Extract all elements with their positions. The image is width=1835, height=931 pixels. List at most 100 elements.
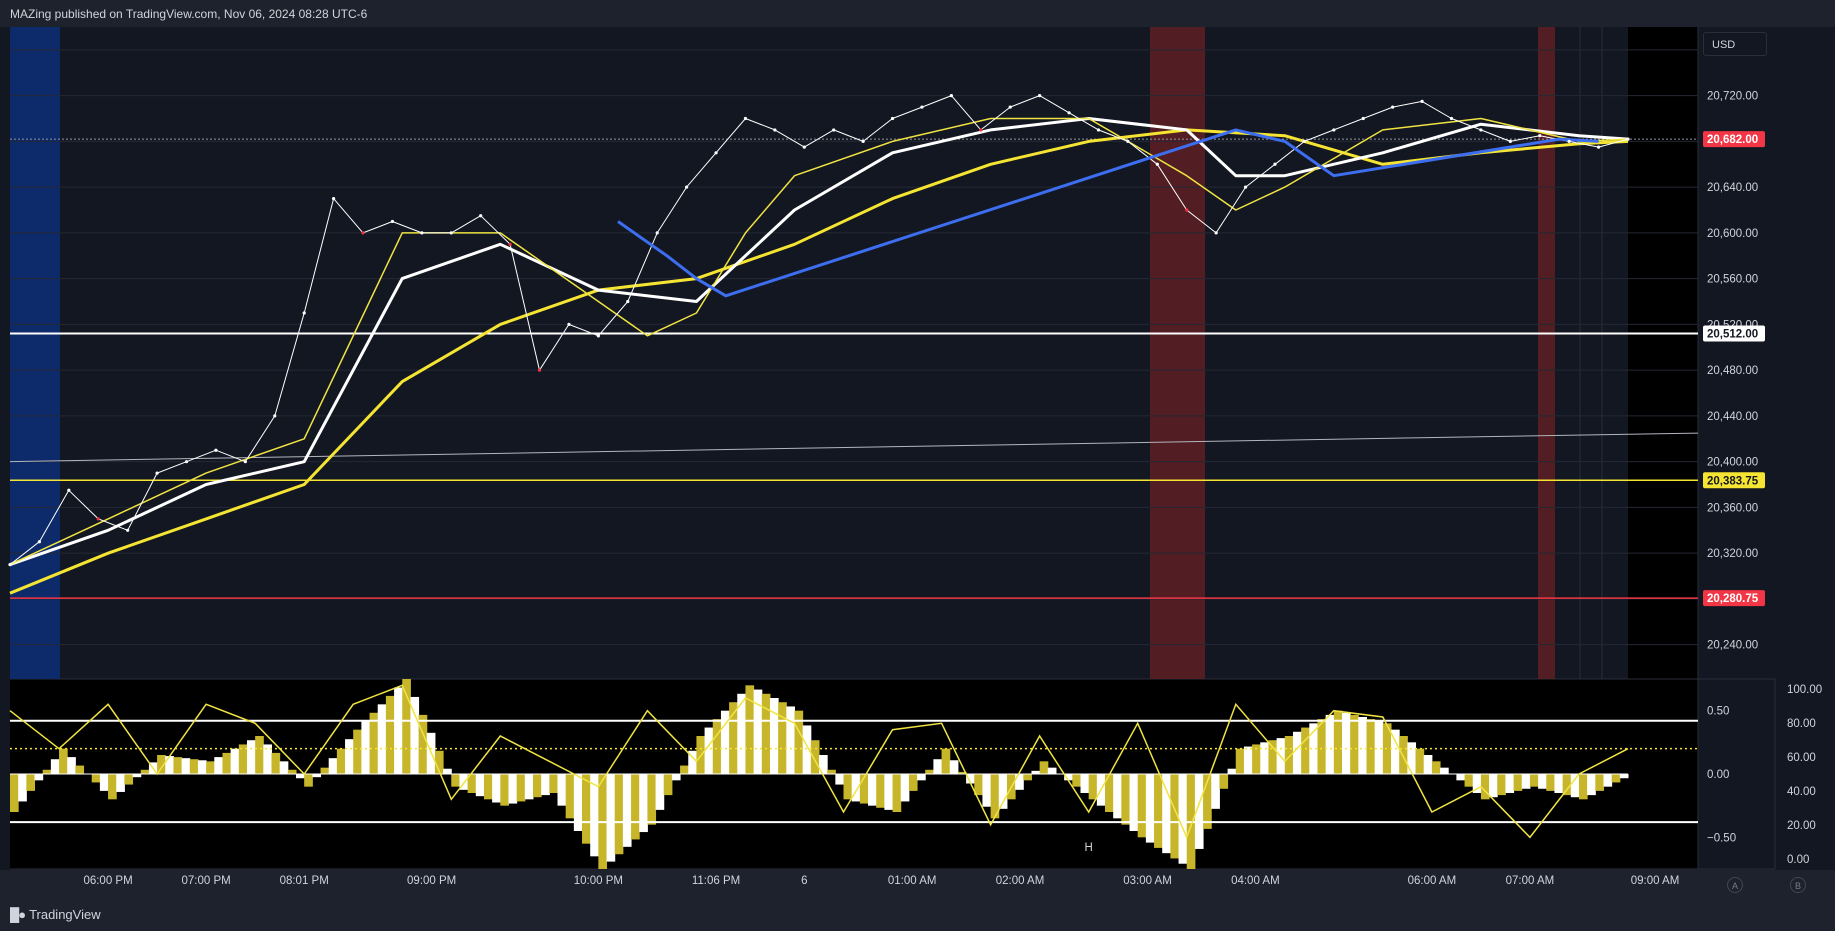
time-tick-label: 06:00 PM [83,875,132,887]
histogram-bar [328,758,338,774]
price-point [890,116,895,121]
log-scale-button[interactable]: B [1790,877,1806,893]
histogram-bar [1203,774,1212,829]
session-highlight [1150,27,1205,679]
histogram-bar [925,769,934,774]
price-tick-label: 20,640.00 [1707,182,1758,194]
histogram-bar [1407,742,1417,774]
histogram-bar [720,710,730,774]
histogram-bar [165,756,174,774]
price-point [1449,116,1454,121]
time-tick-label: 08:01 PM [280,875,329,887]
auto-scale-button[interactable]: A [1727,877,1743,893]
oscillator-right-tick-label: 20.00 [1787,820,1816,832]
histogram-bar [753,689,763,774]
histogram-bar [385,695,395,774]
histogram-bar [1350,714,1359,774]
histogram-bar [827,769,836,774]
histogram-bar [876,774,885,808]
histogram-bar [124,774,134,785]
histogram-bar [917,774,926,781]
tradingview-logo-icon: █● [10,907,26,922]
histogram-bar [794,710,804,774]
histogram-bar [1521,774,1531,789]
histogram-bar [1603,774,1613,787]
histogram-bar [475,774,485,797]
histogram-bar [573,774,583,831]
histogram-bar [835,774,845,785]
histogram-bar [1399,736,1408,774]
histogram-bar [108,774,117,800]
time-tick-label: 01:00 AM [888,875,937,887]
histogram-bar [1333,710,1343,774]
price-point [479,214,483,218]
currency-button[interactable]: USD [1703,32,1767,56]
histogram-bar [304,774,313,787]
histogram-bar [1489,774,1498,798]
price-point [1508,139,1512,143]
histogram-bar [1064,774,1073,781]
price-point [243,460,247,464]
time-tick-label: 09:00 AM [1631,875,1680,887]
price-point [743,116,748,121]
oscillator-tick-label: 0.50 [1707,706,1729,718]
price-point [537,368,542,372]
oscillator-right-tick-label: 80.00 [1787,718,1816,730]
histogram-bar [1292,731,1302,774]
time-tick-label: 10:00 PM [574,875,623,887]
histogram-bar [132,774,142,778]
price-point [1567,139,1571,143]
histogram-bar [181,758,191,774]
price-tag [1703,325,1765,342]
histogram-bar [1358,717,1368,774]
oscillator-right-tick-label: 40.00 [1787,786,1816,798]
histogram-bar [884,774,894,810]
histogram-bar [26,774,36,791]
histogram-bar [1546,774,1555,791]
price-point [508,242,512,246]
histogram-bar [1178,774,1188,864]
histogram-bar [1480,774,1490,800]
histogram-bar [394,687,403,774]
histogram-bar [230,748,240,774]
time-tick-label: 09:00 PM [407,875,456,887]
trend-line [9,432,1699,463]
price-tick-label: 20,560.00 [1707,274,1758,286]
histogram-bar [492,774,501,803]
histogram-bar [990,774,1000,819]
histogram-bar [1235,748,1245,774]
price-point [390,219,395,224]
histogram-bar [459,774,469,790]
histogram-bar [859,774,869,804]
histogram-bar [1080,774,1090,793]
price-tag-label: 20,280.75 [1707,593,1759,605]
histogram-bar [582,774,591,844]
price-point [361,231,365,235]
price-tag [1703,131,1765,148]
histogram-bar [1047,767,1057,774]
histogram-bar [1105,774,1114,812]
histogram-bar [197,760,207,774]
price-point [1273,162,1277,166]
histogram-bar [75,765,85,774]
histogram-bar [467,774,477,793]
histogram-bar [704,727,714,774]
histogram-bar [10,774,19,812]
histogram-bar [1227,768,1237,774]
tradingview-logo[interactable]: █● TradingView [10,907,101,922]
histogram-bar [966,774,975,784]
histogram-bar [1039,761,1049,774]
histogram-bar [1464,774,1474,787]
histogram-bar [238,744,248,774]
histogram-bar [246,740,256,774]
histogram-bar [1170,774,1180,859]
oscillator-line [9,684,1629,840]
histogram-bar [565,774,575,819]
price-point [685,185,689,189]
price-point [861,139,865,143]
session-highlight [10,27,60,679]
histogram-bar [1145,774,1155,843]
histogram-bar [1031,770,1041,774]
histogram-bar [1431,761,1441,774]
